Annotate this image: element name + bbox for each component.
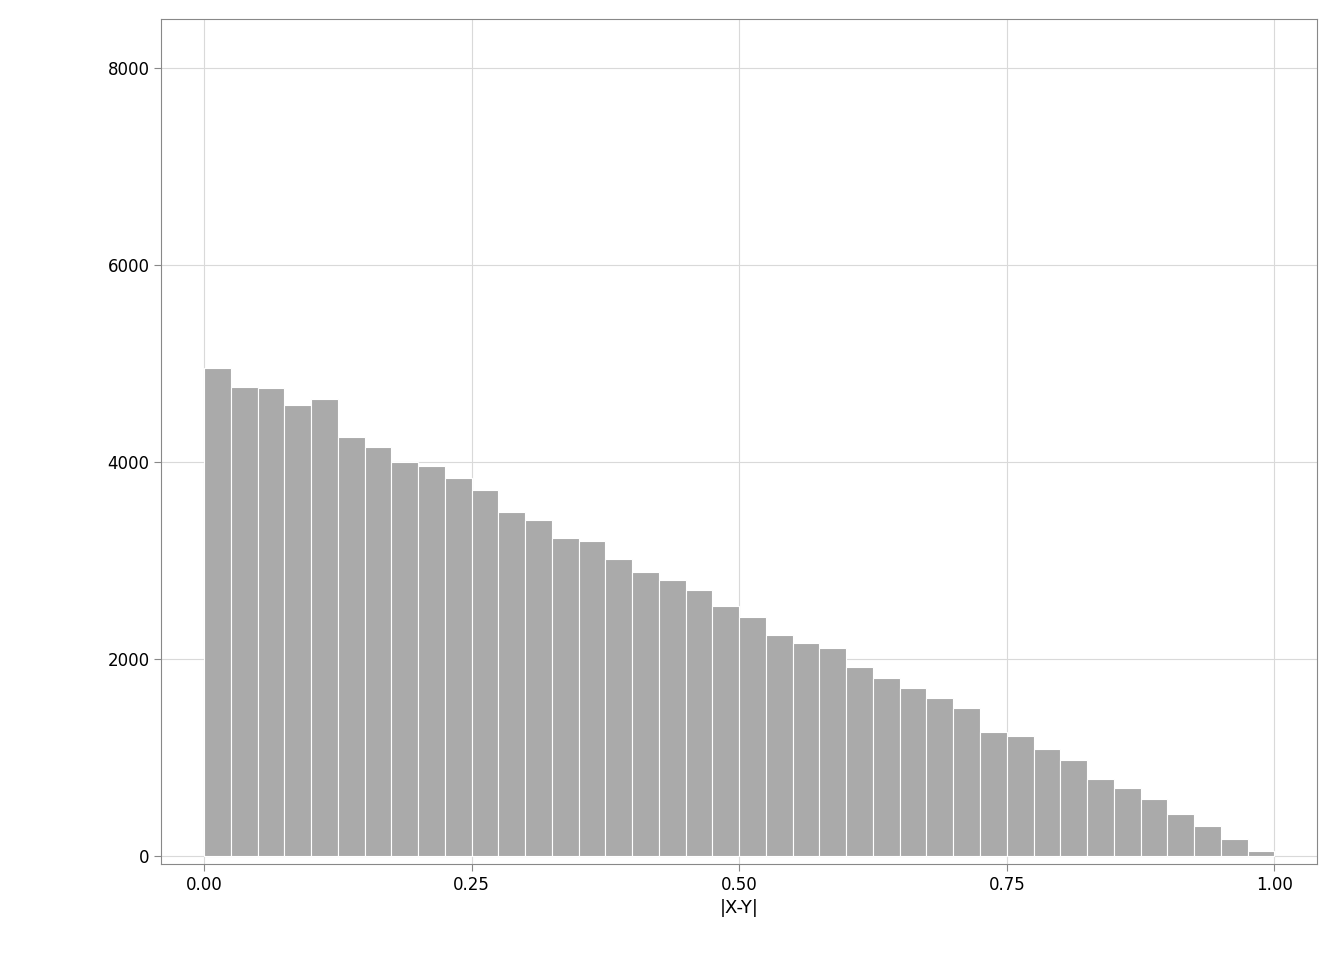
Bar	[1220, 839, 1247, 856]
Bar	[980, 732, 1007, 856]
Bar	[579, 540, 605, 856]
Bar	[1034, 749, 1060, 856]
Bar	[953, 708, 980, 856]
Bar	[231, 387, 258, 856]
Bar	[847, 666, 874, 856]
Bar	[793, 643, 820, 856]
Bar	[526, 520, 552, 856]
Bar	[418, 467, 445, 856]
Bar	[310, 398, 337, 856]
X-axis label: |X-Y|: |X-Y|	[720, 900, 758, 918]
Bar	[204, 368, 231, 856]
Bar	[1007, 736, 1034, 856]
Bar	[632, 572, 659, 856]
Bar	[364, 447, 391, 856]
Bar	[1168, 814, 1193, 856]
Bar	[472, 490, 499, 856]
Bar	[285, 405, 310, 856]
Bar	[391, 462, 418, 856]
Bar	[766, 636, 793, 856]
Bar	[258, 388, 285, 856]
Bar	[499, 513, 526, 856]
Bar	[552, 538, 579, 856]
Bar	[659, 580, 685, 856]
Bar	[739, 617, 766, 856]
Bar	[1060, 759, 1087, 856]
Bar	[926, 698, 953, 856]
Bar	[1247, 852, 1274, 856]
Bar	[712, 606, 739, 856]
Bar	[1087, 779, 1114, 856]
Bar	[1193, 827, 1220, 856]
Bar	[1141, 799, 1168, 856]
Bar	[1114, 787, 1141, 856]
Bar	[874, 678, 899, 856]
Bar	[899, 688, 926, 856]
Bar	[605, 559, 632, 856]
Bar	[445, 478, 472, 856]
Bar	[337, 437, 364, 856]
Bar	[820, 648, 847, 856]
Bar	[685, 590, 712, 856]
